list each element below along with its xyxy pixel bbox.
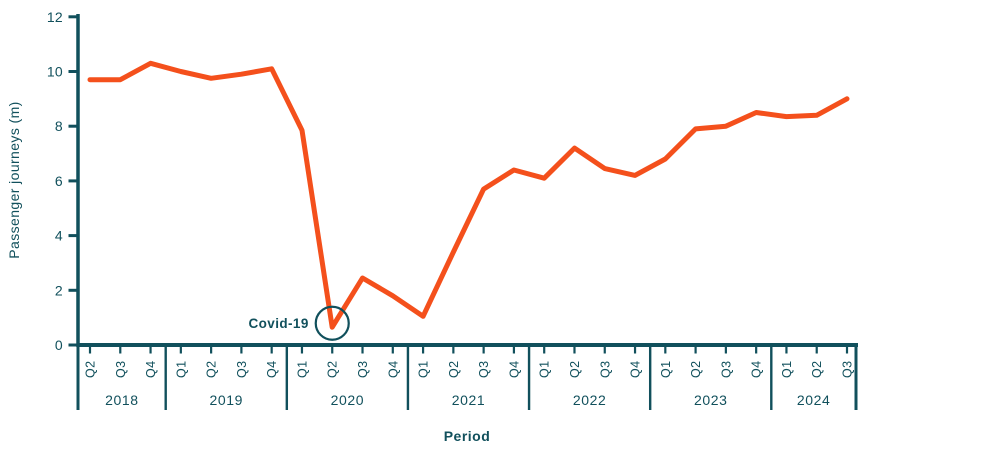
year-label: 2018 — [105, 392, 139, 408]
quarter-label: Q4 — [507, 361, 521, 378]
year-label: 2021 — [452, 392, 486, 408]
year-label: 2020 — [331, 392, 365, 408]
quarter-label: Q1 — [538, 361, 552, 378]
covid-annotation-circle — [314, 305, 350, 341]
quarter-label: Q3 — [477, 361, 491, 378]
quarter-label: Q2 — [84, 361, 98, 378]
quarter-label: Q2 — [205, 361, 219, 378]
y-tick-label: 12 — [47, 9, 63, 25]
quarter-label: Q2 — [568, 361, 582, 378]
y-tick-label: 4 — [55, 228, 63, 244]
quarter-label: Q2 — [447, 361, 461, 378]
data-line-0 — [87, 60, 850, 330]
y-axis-title: Passenger journeys (m) — [6, 101, 22, 258]
quarter-label: Q1 — [659, 361, 673, 378]
y-tick-label: 6 — [55, 173, 63, 189]
quarter-label: Q1 — [295, 361, 309, 378]
quarter-label: Q2 — [689, 361, 703, 378]
quarter-label: Q3 — [114, 361, 128, 378]
quarter-label: Q4 — [750, 361, 764, 378]
y-tick-label: 0 — [55, 337, 63, 353]
quarter-label: Q3 — [356, 361, 370, 378]
quarter-label: Q4 — [629, 361, 643, 378]
quarter-label: Q2 — [326, 361, 340, 378]
quarter-label: Q2 — [810, 361, 824, 378]
quarter-label: Q4 — [144, 361, 158, 378]
quarter-label: Q4 — [265, 361, 279, 378]
y-tick-label: 10 — [47, 64, 63, 80]
quarter-label: Q3 — [719, 361, 733, 378]
quarter-label: Q1 — [417, 361, 431, 378]
year-label: 2024 — [797, 392, 831, 408]
year-label: 2022 — [573, 392, 607, 408]
quarter-label: Q1 — [174, 361, 188, 378]
y-tick-label: 8 — [55, 118, 63, 134]
quarter-label: Q1 — [780, 361, 794, 378]
year-label: 2019 — [209, 392, 243, 408]
quarter-label: Q3 — [235, 361, 249, 378]
year-label: 2023 — [694, 392, 728, 408]
covid-annotation-label: Covid-19 — [249, 316, 309, 331]
quarter-label: Q3 — [841, 361, 855, 378]
x-axis-title: Period — [444, 428, 491, 444]
y-tick-label: 2 — [55, 282, 63, 298]
quarter-label: Q4 — [386, 361, 400, 378]
quarter-label: Q3 — [598, 361, 612, 378]
